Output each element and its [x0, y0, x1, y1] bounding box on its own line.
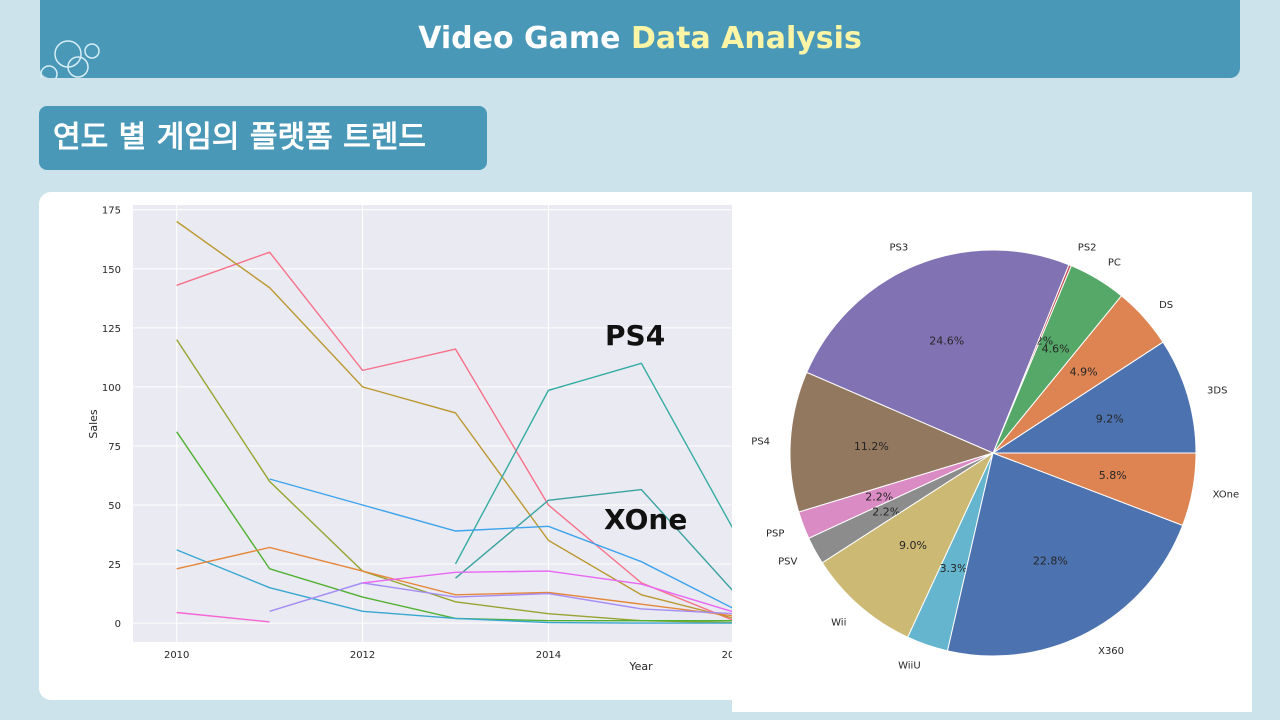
pie-panel: 3DS 9.2% DS 4.9% PC 4.6% PS2 0.2% PS3 24.6% PS4 11.… — [732, 192, 1252, 712]
slice-label: Wii — [831, 617, 846, 628]
slice-label: PC — [1108, 258, 1121, 269]
slice-label: PS3 — [889, 242, 908, 253]
annotation: XOne — [604, 503, 687, 536]
y-tick-label: 75 — [108, 442, 121, 453]
series-line — [269, 582, 732, 615]
x-tick-label: 2010 — [164, 650, 189, 661]
y-tick-label: 0 — [115, 619, 121, 630]
y-tick-label: 25 — [108, 560, 121, 571]
slice-label: X360 — [1098, 646, 1124, 657]
y-axis-label: Sales — [87, 409, 100, 439]
series-line — [176, 251, 732, 621]
percent-label: 3.3% — [940, 562, 968, 575]
bubbles-icon — [40, 40, 100, 78]
series-line — [454, 362, 732, 565]
x-axis-label: Year — [628, 660, 653, 673]
percent-label: 24.6% — [929, 334, 964, 347]
series-line — [455, 488, 732, 591]
section-title: 연도 별 게임의 플랫폼 트렌드 — [39, 106, 487, 170]
pie-slice — [821, 451, 995, 638]
percent-label: 22.8% — [1033, 554, 1068, 567]
percent-label: 9.0% — [899, 539, 927, 552]
line-chart: 0 25 50 75 100 125 150 175 2010 2012 2014 2016 Year S… — [87, 205, 732, 673]
series-line — [176, 611, 270, 623]
annotation: PS4 — [605, 319, 665, 352]
title-highlight: Data Analysis — [630, 21, 862, 56]
series-line — [269, 478, 732, 609]
percent-label: 9.2% — [1096, 412, 1124, 425]
x-tick-label: 2014 — [536, 650, 561, 661]
pie-slice — [946, 452, 1184, 657]
slice-label: 3DS — [1207, 385, 1227, 396]
y-tick-label: 100 — [102, 383, 121, 394]
x-tick-label: 2012 — [350, 650, 375, 661]
slice-label: PS4 — [751, 436, 770, 447]
series-line — [362, 570, 732, 613]
slice-label: PS2 — [1078, 242, 1097, 253]
plot-area — [133, 205, 732, 642]
percent-label: 4.9% — [1070, 366, 1098, 379]
percent-label: 5.8% — [1099, 469, 1127, 482]
slice-label: DS — [1159, 300, 1173, 311]
y-tick-label: 175 — [102, 206, 121, 217]
y-tick-label: 150 — [102, 265, 121, 276]
pie-slice — [992, 452, 1197, 526]
pie-slice — [789, 371, 995, 513]
x-tick-label: 2016 — [722, 650, 732, 661]
slice-label: PSV — [778, 557, 797, 568]
series-line — [176, 546, 732, 617]
pie-slice — [806, 249, 1070, 454]
percent-label: 11.2% — [854, 440, 889, 453]
series-line — [176, 549, 732, 624]
header: Video Game Data Analysis — [40, 0, 1240, 78]
y-tick-label: 50 — [108, 501, 121, 512]
percent-label: 2.2% — [865, 490, 893, 503]
series-line — [176, 220, 732, 619]
slice-label: XOne — [1213, 489, 1240, 500]
title-part: Video Game — [418, 21, 621, 56]
slice-label: WiiU — [898, 660, 921, 671]
percent-label: 4.6% — [1042, 343, 1070, 356]
y-tick-label: 125 — [102, 324, 121, 335]
pie-slice — [991, 341, 1197, 454]
slice-label: PSP — [766, 529, 784, 540]
percent-label: 2.2% — [872, 506, 900, 519]
